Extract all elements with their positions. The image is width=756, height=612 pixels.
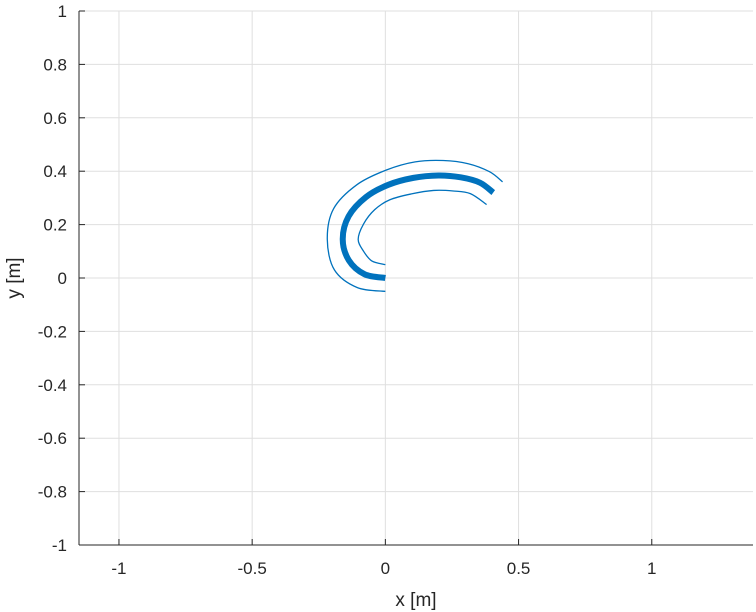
y-tick-label: 1 [58, 2, 67, 21]
y-tick-label: 0.6 [43, 109, 67, 128]
y-tick-label: 0.8 [43, 55, 67, 74]
x-tick-label: -0.5 [238, 559, 267, 578]
tick-labels: -1 -0.5 0 0.5 1 -1 -0.8 -0.6 -0.4 -0.2 0 0.2 0.4 0.6 0… [38, 2, 657, 578]
axes [78, 10, 753, 546]
centerline-curve [339, 172, 496, 281]
y-tick-label: 0.2 [43, 216, 67, 235]
y-tick-label: -0.2 [38, 322, 67, 341]
grid [79, 10, 753, 546]
x-tick-label: -1 [111, 559, 126, 578]
y-tick-label: 0.4 [43, 162, 67, 181]
y-tick-label: -1 [52, 536, 67, 555]
x-axis-label: x [m] [395, 590, 436, 611]
x-tick-label: 0 [381, 559, 390, 578]
x-tick-label: 1 [647, 559, 656, 578]
y-tick-label: -0.4 [38, 376, 67, 395]
y-tick-label: -0.8 [38, 483, 67, 502]
data-series [326, 159, 503, 292]
inner-boundary-curve [357, 189, 487, 266]
x-tick-label: 0.5 [507, 559, 531, 578]
y-tick-label: 0 [58, 269, 67, 288]
y-axis-label: y [m] [4, 257, 25, 298]
outer-boundary-curve [326, 159, 503, 292]
y-tick-label: -0.6 [38, 429, 67, 448]
